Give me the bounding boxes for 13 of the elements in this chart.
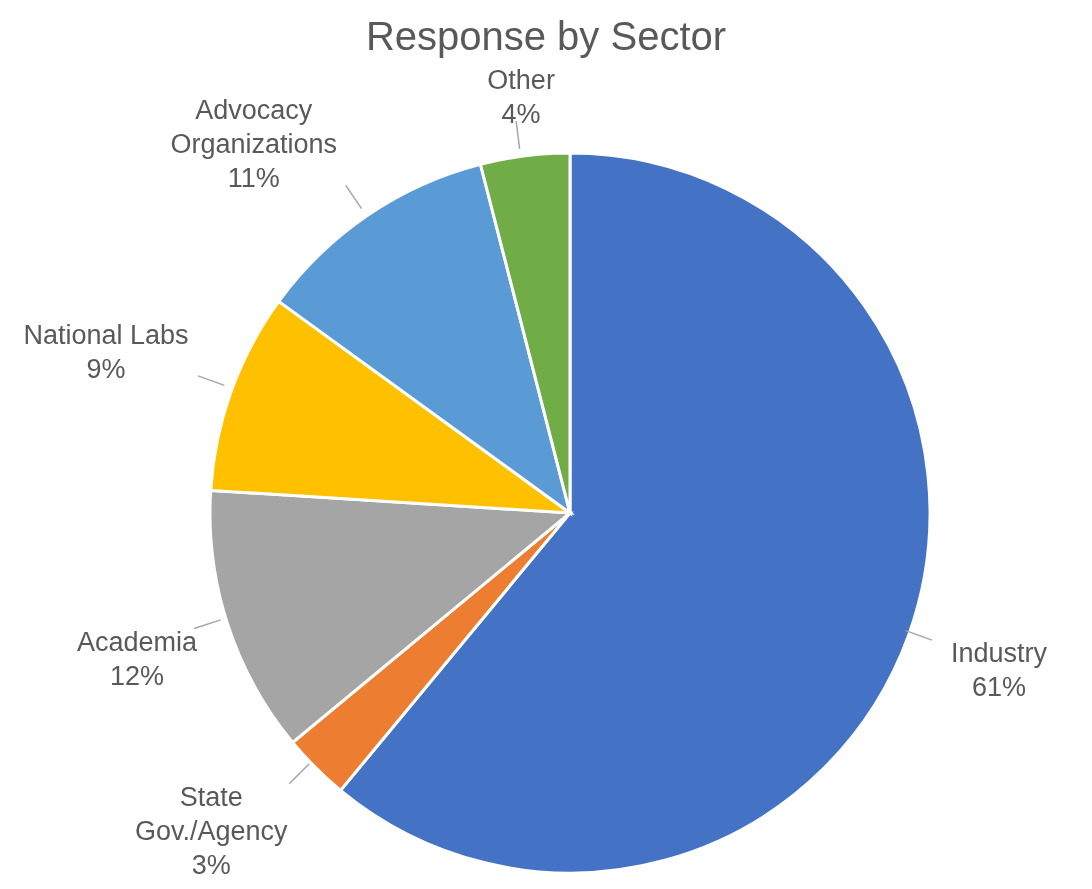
data-label: 61% [971, 672, 1026, 703]
slice-label: Advocacy Organizations [170, 95, 338, 160]
slice-label: State Gov./Agency [134, 781, 289, 846]
slice-label: Industry [950, 638, 1048, 669]
data-label: 12% [110, 660, 165, 691]
data-label: 11% [227, 163, 280, 194]
data-label: 9% [86, 354, 126, 385]
data-label: 4% [501, 99, 541, 130]
slice-label: Other [487, 65, 555, 96]
chart-title: Response by Sector [364, 13, 728, 60]
slice-label: Academia [77, 626, 199, 657]
slice-label: National Labs [23, 320, 189, 351]
data-label: 3% [191, 849, 231, 880]
